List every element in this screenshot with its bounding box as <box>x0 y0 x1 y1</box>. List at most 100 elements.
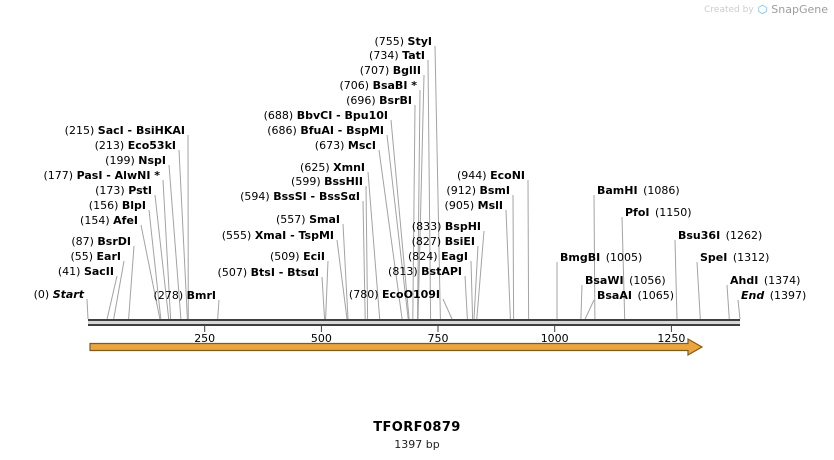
leader-line <box>696 261 701 320</box>
enzyme-name: BsaBI * <box>372 79 417 92</box>
enzyme-site-label-pfoi: PfoI (1150) <box>625 206 692 219</box>
leader-line <box>367 171 381 320</box>
site-position: (707) <box>359 64 390 77</box>
enzyme-name: AhdI <box>730 274 759 287</box>
leader-line <box>580 284 583 320</box>
site-position: (0) <box>33 288 50 301</box>
enzyme-name: BlpI <box>121 199 146 212</box>
leader-line <box>427 59 432 320</box>
enzyme-name: EcoO109I <box>382 288 440 301</box>
leader-line <box>86 298 89 320</box>
enzyme-site-label-afei: (154) AfeI <box>80 214 138 227</box>
enzyme-site-label-bamhi: BamHI (1086) <box>597 184 680 197</box>
leader-line <box>476 230 485 320</box>
enzyme-site-label-sacii: (41) SacII <box>58 265 114 278</box>
leader-line <box>336 239 348 320</box>
leader-line <box>621 216 626 320</box>
leader-line <box>390 119 410 320</box>
enzyme-site-label-bmgbi: BmgBI (1005) <box>560 251 642 264</box>
leader-line <box>505 209 511 320</box>
enzyme-site-label-bsrbi: (696) BsrBI <box>346 94 412 107</box>
sequence-bar <box>88 319 740 326</box>
enzyme-site-label-styi: (755) StyI <box>374 35 432 48</box>
site-position: (173) <box>95 184 125 197</box>
site-position: (833) <box>411 220 442 233</box>
enzyme-name: BamHI <box>597 184 638 197</box>
leader-line <box>217 299 220 320</box>
enzyme-site-label-bsphi: (833) BspHI <box>412 220 481 233</box>
site-position: (1262) <box>725 229 763 242</box>
leader-line <box>140 224 161 320</box>
enzyme-site-label-xmai-tspmi: (555) XmaI - TspMI <box>222 229 334 242</box>
site-position: (1312) <box>732 251 770 264</box>
leader-line <box>362 200 366 320</box>
leader-line <box>412 104 416 320</box>
enzyme-site-label-eco53ki: (213) Eco53kI <box>95 139 176 152</box>
leader-line <box>417 74 425 320</box>
enzyme-name: EagI <box>441 250 468 263</box>
enzyme-site-label-bsabi: (706) BsaBI * <box>339 79 417 92</box>
enzyme-name: EarI <box>96 250 121 263</box>
enzyme-site-label-pasi-alwni: (177) PasI - AlwNI * <box>44 169 160 182</box>
enzyme-site-label-bsrdi: (87) BsrDI <box>71 235 131 248</box>
enzyme-name: BspHI <box>444 220 481 233</box>
sequence-marker-label-start: (0) Start <box>34 288 84 301</box>
enzyme-name: Bsu36I <box>678 229 721 242</box>
leader-line <box>434 45 441 320</box>
site-position: (278) <box>153 289 184 302</box>
enzyme-name: SmaI <box>309 213 340 226</box>
map-name: TFORF0879 <box>373 420 461 435</box>
leader-line <box>584 299 595 320</box>
leader-line <box>128 245 135 320</box>
leader-line <box>737 299 741 320</box>
site-position: (625) <box>300 161 330 174</box>
enzyme-site-label-tati: (734) TatI <box>369 49 425 62</box>
site-position: (813) <box>388 265 418 278</box>
ruler-ticks-group <box>204 326 672 332</box>
enzyme-site-label-nspi: (199) NspI <box>105 154 166 167</box>
snapgene-brand-text: SnapGene <box>771 3 828 16</box>
ruler-tick-label: 500 <box>310 332 332 345</box>
marker-name: Start <box>52 288 84 301</box>
leader-line <box>178 149 188 320</box>
enzyme-site-label-bstapi: (813) BstAPI <box>388 265 462 278</box>
site-position: (734) <box>369 49 399 62</box>
leader-line <box>168 164 182 320</box>
enzyme-name: SpeI <box>700 251 728 264</box>
enzyme-name: MscI <box>347 139 376 152</box>
leader-line <box>470 260 474 320</box>
leader-line <box>154 194 170 320</box>
leader-lines-group <box>86 45 741 320</box>
site-position: (944) <box>457 169 487 182</box>
ruler-tick-label: 250 <box>194 332 216 345</box>
site-position: (905) <box>444 199 475 212</box>
site-position: (87) <box>71 235 94 248</box>
leader-line <box>106 275 118 320</box>
enzyme-site-label-eari: (55) EarI <box>70 250 121 263</box>
site-position: (1150) <box>655 206 692 219</box>
site-position: (780) <box>348 288 379 301</box>
site-position: (199) <box>105 154 135 167</box>
enzyme-name: BsmI <box>479 184 511 197</box>
enzyme-site-label-ecii: (509) EciI <box>270 250 325 263</box>
site-position: (673) <box>314 139 345 152</box>
leader-line <box>321 276 326 320</box>
ruler-tick-label: 1000 <box>540 332 569 345</box>
site-position: (594) <box>240 190 270 203</box>
enzyme-site-label-xmni: (625) XmnI <box>300 161 365 174</box>
map-title-block: TFORF0879 1397 bp <box>0 420 834 451</box>
enzyme-name: BsrBI <box>379 94 412 107</box>
site-position: (507) <box>217 266 248 279</box>
leader-line <box>417 89 421 320</box>
ruler-tick-label: 1250 <box>657 332 686 345</box>
site-position: (912) <box>446 184 476 197</box>
site-position: (706) <box>339 79 370 92</box>
enzyme-site-label-bsmi: (912) BsmI <box>446 184 510 197</box>
site-position: (1056) <box>629 274 666 287</box>
enzyme-name: NspI <box>138 154 166 167</box>
leader-line <box>148 209 162 320</box>
leader-line <box>342 223 349 320</box>
enzyme-name: StyI <box>407 35 432 48</box>
enzyme-site-label-msci: (673) MscI <box>315 139 376 152</box>
site-position: (1005) <box>605 251 643 264</box>
